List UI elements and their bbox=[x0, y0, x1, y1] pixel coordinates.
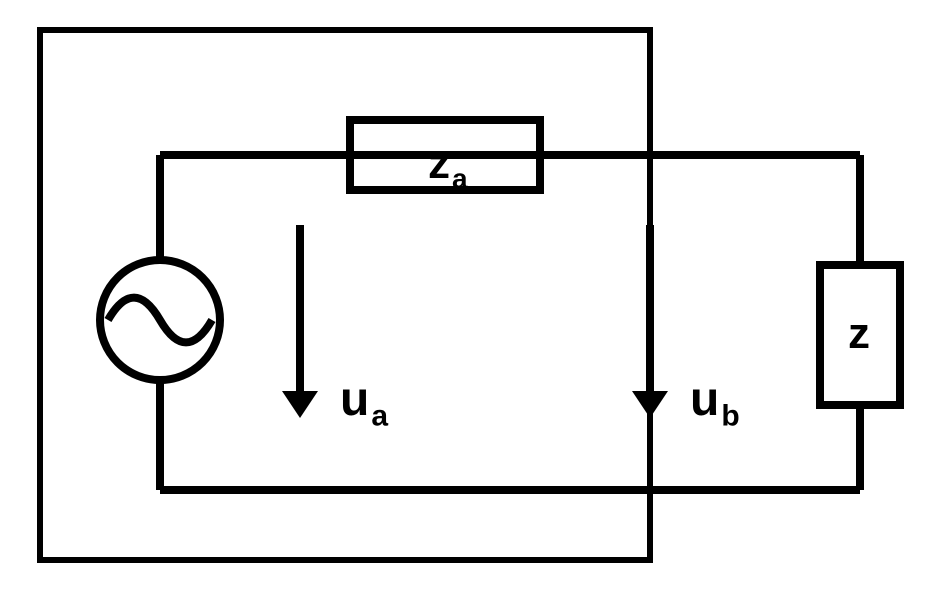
label-z: z bbox=[848, 309, 870, 358]
ac-source bbox=[100, 260, 220, 380]
label-ub: ub bbox=[690, 373, 740, 433]
voltage-arrow-ua bbox=[282, 225, 318, 418]
label-ua: ua bbox=[340, 373, 388, 433]
label-za: za bbox=[428, 139, 468, 194]
voltage-arrow-ub bbox=[632, 225, 668, 418]
